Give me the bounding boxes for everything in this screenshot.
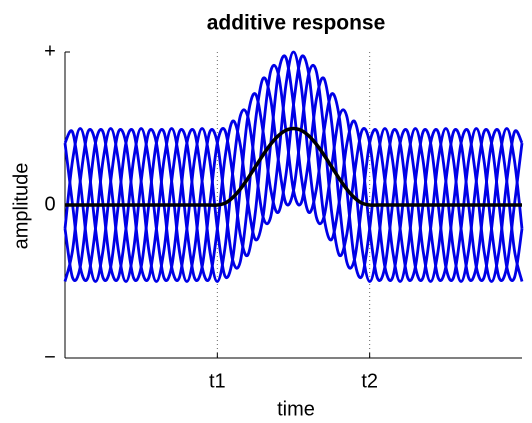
x-axis-label: time [277,398,315,420]
line-series [63,50,524,283]
y-tick-label: − [44,346,56,368]
x-tick-label: t1 [209,370,226,392]
y-axis-label: amplitude [10,163,32,250]
x-tick-label: t2 [361,370,378,392]
line-series [65,126,522,207]
line-series [63,54,524,283]
chart-title: additive response [207,12,386,35]
line-series [63,63,524,283]
y-tick-label: + [44,40,56,62]
y-tick-label: 0 [44,193,55,215]
